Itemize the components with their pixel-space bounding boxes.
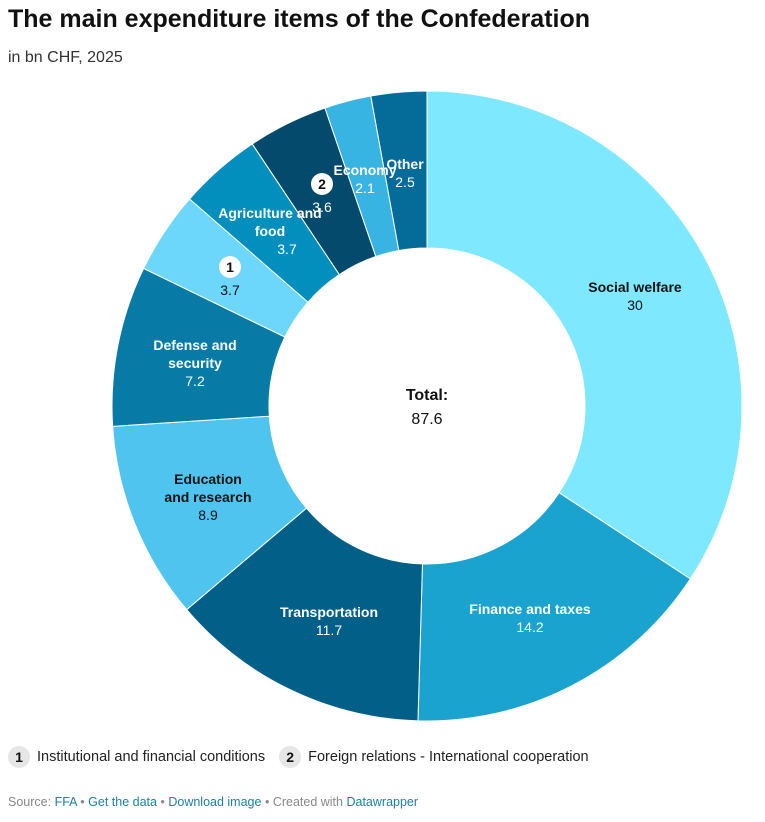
legend: 1 Institutional and financial conditions… [8, 746, 603, 768]
segment-name: Finance and taxes [469, 601, 591, 617]
segment-name: Economy [333, 162, 396, 178]
segment-value: 30 [627, 297, 643, 313]
chart-title: The main expenditure items of the Confed… [8, 5, 591, 33]
segment-label: 13.7 [219, 256, 241, 298]
chart-subtitle: in bn CHF, 2025 [8, 49, 123, 66]
center-total-label: Total: [406, 387, 448, 404]
donut-segment [185, 507, 423, 722]
footer-separator: • [264, 795, 270, 809]
created-with-label: Created with [272, 795, 343, 809]
source-link[interactable]: FFA [54, 795, 77, 809]
legend-badge-2: 2 [279, 746, 302, 768]
segment-label: Other 2.5 [386, 156, 424, 190]
segment-label: Agriculture and food 3.7 [218, 205, 321, 257]
source-label: Source: [8, 795, 52, 809]
segment-label: Defense and security 7.2 [153, 337, 236, 389]
segment-badge-number: 2 [318, 176, 326, 192]
segment-name: Social welfare [588, 279, 682, 295]
footer: Source: FFA • Get the data • Download im… [8, 795, 418, 809]
legend-item-1: 1 Institutional and financial conditions [8, 746, 265, 768]
legend-item-2: 2 Foreign relations - International coop… [279, 746, 589, 768]
segment-value: 3.7 [277, 241, 297, 257]
segment-name: food [255, 223, 285, 239]
segment-label: Economy 2.1 [333, 162, 396, 196]
segment-label: 23.6 [311, 173, 333, 215]
legend-badge-1: 1 [8, 746, 30, 768]
segment-name: Defense and [153, 337, 236, 353]
segment-name: and research [164, 489, 251, 505]
legend-text-1: Institutional and financial conditions [37, 749, 266, 765]
donut-chart: Social welfare 30 Finance and taxes 14.2 Tra… [111, 90, 743, 722]
segment-value: 2.5 [395, 174, 415, 190]
segment-label: Transportation 11.7 [280, 604, 378, 638]
segment-label: Finance and taxes 14.2 [469, 601, 591, 635]
get-data-link[interactable]: Get the data [88, 795, 157, 809]
donut-segment [417, 492, 692, 722]
segment-value: 2.1 [355, 180, 375, 196]
donut-segment [426, 90, 743, 580]
segment-badge [219, 256, 241, 278]
segment-label: Education and research 8.9 [164, 471, 251, 523]
segment-value: 14.2 [516, 619, 543, 635]
center-total-value: 87.6 [411, 411, 442, 428]
segment-value: 8.9 [198, 507, 218, 523]
segment-name: Agriculture and [218, 205, 321, 221]
segment-name: Education [174, 471, 242, 487]
download-image-link[interactable]: Download image [168, 795, 262, 809]
segment-value: 3.6 [312, 199, 332, 215]
segment-badge-number: 1 [226, 259, 234, 275]
legend-text-2: Foreign relations - International cooper… [308, 749, 589, 765]
segment-name: Other [386, 156, 424, 172]
datawrapper-link[interactable]: Datawrapper [346, 795, 419, 809]
segment-badge [311, 173, 333, 195]
segment-value: 11.7 [316, 622, 342, 638]
segment-value: 3.7 [220, 282, 240, 298]
segment-label: Social welfare 30 [588, 279, 682, 313]
segment-name: Transportation [280, 604, 378, 620]
donut-segment [370, 90, 428, 252]
footer-separator: • [80, 795, 85, 809]
segment-value: 7.2 [185, 373, 205, 389]
segment-name: security [168, 355, 222, 371]
footer-separator: • [160, 795, 165, 809]
